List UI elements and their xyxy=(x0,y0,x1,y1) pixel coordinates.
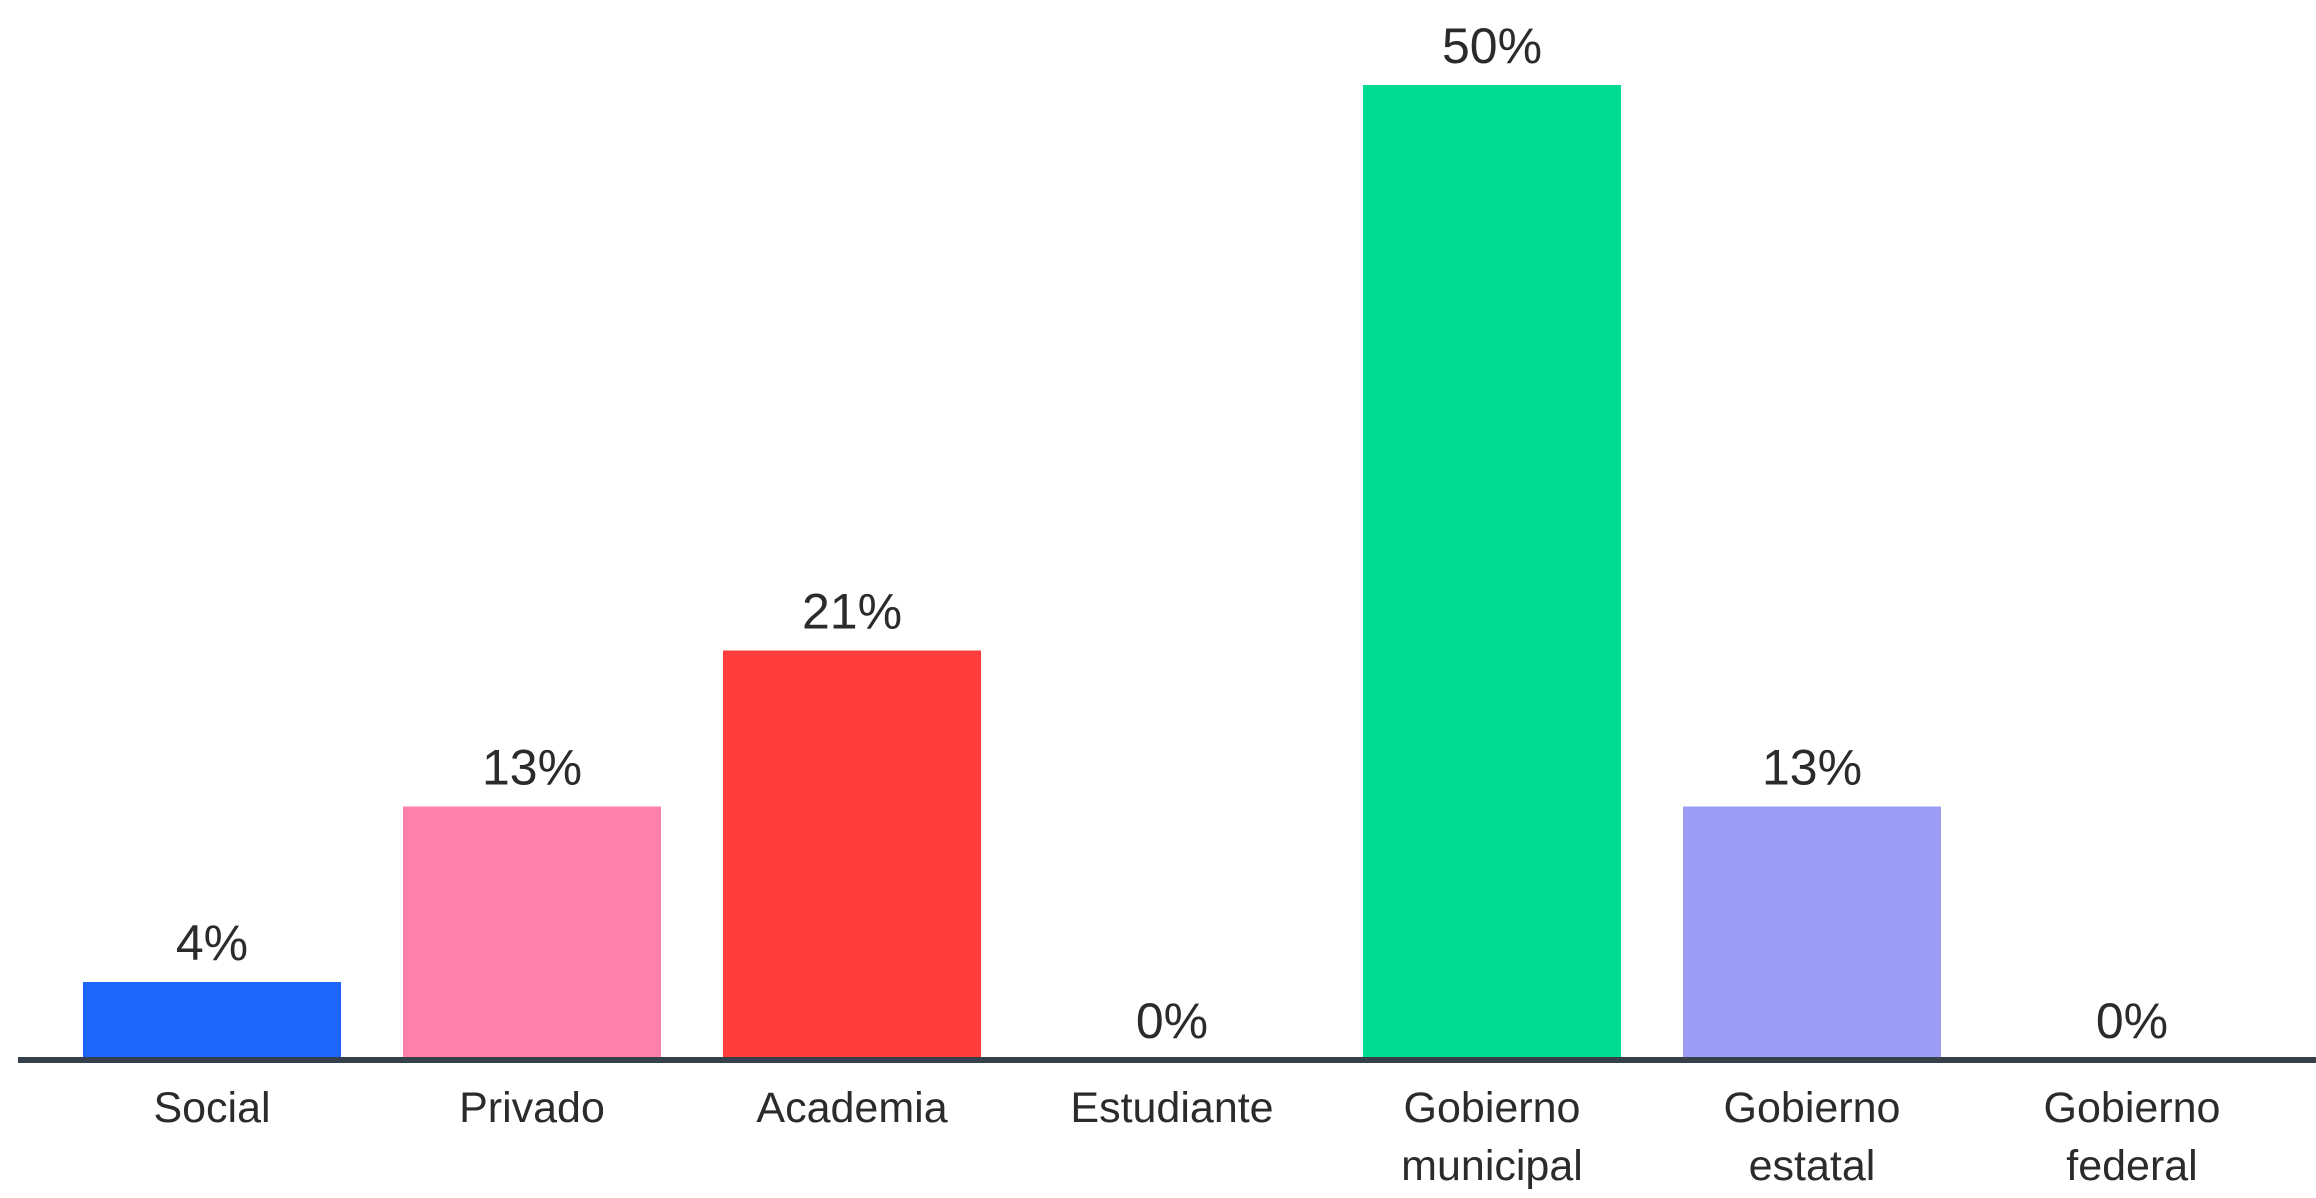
value-label-2: 21% xyxy=(802,584,902,640)
bar-0 xyxy=(83,982,341,1060)
bar-2 xyxy=(723,650,981,1060)
value-labels-layer: 4% 13% 21% 0% 50% 13% 0% xyxy=(176,18,2168,1049)
bar-5 xyxy=(1683,806,1941,1060)
value-label-5: 13% xyxy=(1762,740,1862,796)
category-label-1: Privado xyxy=(459,1084,605,1132)
value-label-0: 4% xyxy=(176,915,248,971)
category-label-2: Academia xyxy=(756,1084,947,1132)
bars-layer xyxy=(83,85,1941,1060)
bar-1 xyxy=(403,806,661,1060)
category-label-line: municipal xyxy=(1401,1142,1583,1190)
bar-4 xyxy=(1363,85,1621,1060)
category-label-4: Gobierno municipal xyxy=(1401,1084,1583,1190)
category-label-line: federal xyxy=(2066,1142,2197,1190)
value-label-3: 0% xyxy=(1136,993,1208,1049)
category-label-line: Gobierno xyxy=(2044,1084,2221,1132)
category-label-line: Social xyxy=(153,1084,270,1132)
category-label-line: Gobierno xyxy=(1404,1084,1581,1132)
category-label-0: Social xyxy=(153,1084,270,1132)
category-label-line: Academia xyxy=(756,1084,947,1132)
category-label-3: Estudiante xyxy=(1070,1084,1273,1132)
category-label-6: Gobierno federal xyxy=(2044,1084,2221,1190)
category-label-5: Gobierno estatal xyxy=(1724,1084,1901,1190)
value-label-1: 13% xyxy=(482,740,582,796)
category-labels-layer: Social Privado Academia Estudiante Gobierno m… xyxy=(153,1084,2220,1190)
value-label-4: 50% xyxy=(1442,18,1542,74)
category-label-line: estatal xyxy=(1749,1142,1876,1190)
value-label-6: 0% xyxy=(2096,993,2168,1049)
category-label-line: Estudiante xyxy=(1070,1084,1273,1132)
category-label-line: Gobierno xyxy=(1724,1084,1901,1132)
category-label-line: Privado xyxy=(459,1084,605,1132)
